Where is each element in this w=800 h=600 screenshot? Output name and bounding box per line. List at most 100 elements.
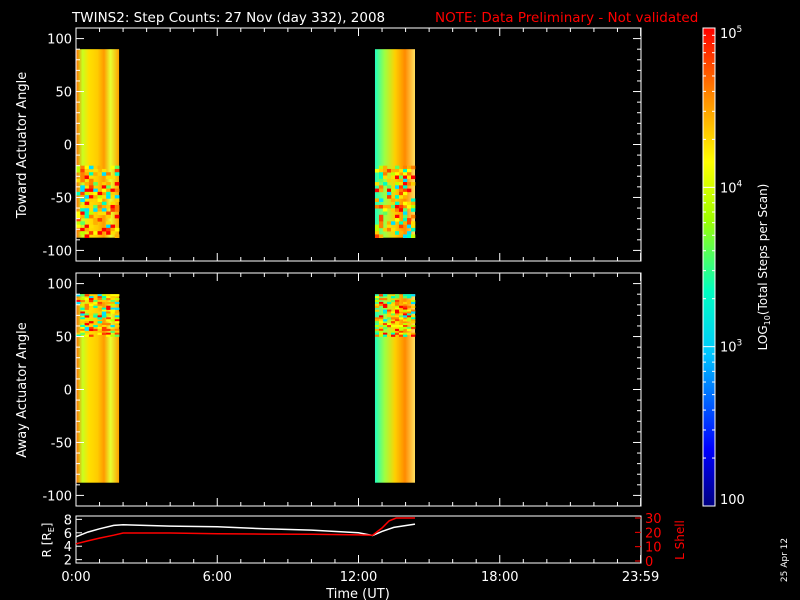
heat-cell <box>390 317 396 320</box>
heat-cell <box>402 214 408 219</box>
heat-cell <box>106 294 111 297</box>
heat-cell <box>88 313 94 316</box>
heat-cell <box>80 195 85 199</box>
heat-cell <box>406 296 412 299</box>
heat-cell <box>382 305 388 308</box>
xtick-label: 0:00 <box>61 570 90 585</box>
heat-cell <box>101 208 107 212</box>
heat-cell <box>97 311 103 314</box>
heat-cell <box>402 208 408 212</box>
ytick-r-label: 4 <box>64 540 72 555</box>
heat-cell <box>84 323 90 326</box>
heat-cell <box>374 303 380 307</box>
heat-cell <box>97 218 103 222</box>
heat-cell <box>114 165 120 170</box>
ytick-l-label: 20 <box>645 526 662 541</box>
heat-cell <box>374 227 380 232</box>
heat-cell <box>93 218 98 222</box>
heat-cell <box>110 165 116 170</box>
heat-cell <box>93 168 98 173</box>
heat-cell <box>406 309 412 312</box>
xlabel: Time (UT) <box>325 587 390 600</box>
heat-cell <box>106 195 111 199</box>
heat-cell <box>110 334 116 337</box>
heat-cell <box>88 299 94 303</box>
heat-cell <box>114 294 120 297</box>
heat-cell <box>394 317 400 320</box>
heat-cell <box>410 214 416 219</box>
heat-cell <box>378 185 384 189</box>
heat-cell <box>406 317 412 320</box>
heat-cell <box>386 168 392 173</box>
heat-cell <box>101 182 107 186</box>
heat-cell <box>394 332 400 335</box>
heat-cell <box>93 172 98 176</box>
heat-cell <box>114 311 120 314</box>
ytick-l-label: 10 <box>645 541 662 556</box>
heat-cell <box>97 299 103 303</box>
heat-cell <box>398 313 404 316</box>
heat-cell <box>80 303 85 307</box>
heat-cell <box>378 224 384 229</box>
heat-cell <box>110 294 116 297</box>
heat-cell <box>97 191 103 196</box>
heat-cell <box>88 165 94 170</box>
heat-cell <box>110 191 116 196</box>
heat-cell <box>110 224 116 229</box>
heat-cell <box>390 330 396 333</box>
heat-cell <box>76 191 81 196</box>
heat-cell <box>410 299 416 303</box>
heat-cell <box>110 324 116 328</box>
heat-cell <box>402 326 408 330</box>
heat-cell <box>406 224 412 229</box>
heat-cell <box>101 298 107 301</box>
heat-cell <box>93 204 98 209</box>
heat-cell <box>382 165 388 170</box>
heat-cell <box>374 188 380 193</box>
heat-cell <box>386 317 392 320</box>
heat-block <box>76 294 120 483</box>
heat-cell <box>398 185 404 189</box>
heat-cell <box>374 321 380 324</box>
heat-cell <box>84 330 90 333</box>
heat-cell <box>88 185 94 189</box>
heat-cell <box>402 168 408 173</box>
heat-cell <box>398 330 404 333</box>
heat-cell <box>88 326 94 330</box>
heat-cell <box>80 221 85 225</box>
heat-cell <box>390 313 396 316</box>
heat-cell <box>406 326 412 330</box>
heat-cell <box>386 311 392 314</box>
heat-cell <box>394 294 400 297</box>
ytick-r-label: 6 <box>64 527 72 542</box>
heat-cell <box>84 195 90 199</box>
chart-note: NOTE: Data Preliminary - Not validated <box>435 10 698 26</box>
heat-cell <box>398 195 404 199</box>
ytick-l-label: 0 <box>645 555 653 570</box>
heat-cell <box>402 182 408 186</box>
heat-cell <box>374 334 380 337</box>
heat-cell <box>402 218 408 222</box>
heat-cell <box>97 317 103 320</box>
heat-cell <box>374 224 380 229</box>
heat-cell <box>406 168 412 173</box>
date-stamp: 25 Apr 12 <box>780 538 790 582</box>
heat-cell <box>390 311 396 314</box>
heat-cell <box>410 324 416 328</box>
heat-cell <box>406 315 412 318</box>
heat-cell <box>76 301 81 305</box>
ytick-label: -50 <box>51 191 72 206</box>
heat-cell <box>398 188 404 193</box>
heat-cell <box>386 188 392 193</box>
heat-cell <box>394 195 400 199</box>
heat-cell <box>84 224 90 229</box>
heat-cell <box>80 204 85 209</box>
heat-cell <box>80 299 85 303</box>
heat-cell <box>101 324 107 328</box>
ytick-l-label: 30 <box>645 512 662 527</box>
heat-cell <box>406 332 412 335</box>
heat-cell <box>80 198 85 202</box>
heat-cell <box>93 299 98 303</box>
heat-cell <box>378 328 384 332</box>
heat-cell <box>80 298 85 301</box>
